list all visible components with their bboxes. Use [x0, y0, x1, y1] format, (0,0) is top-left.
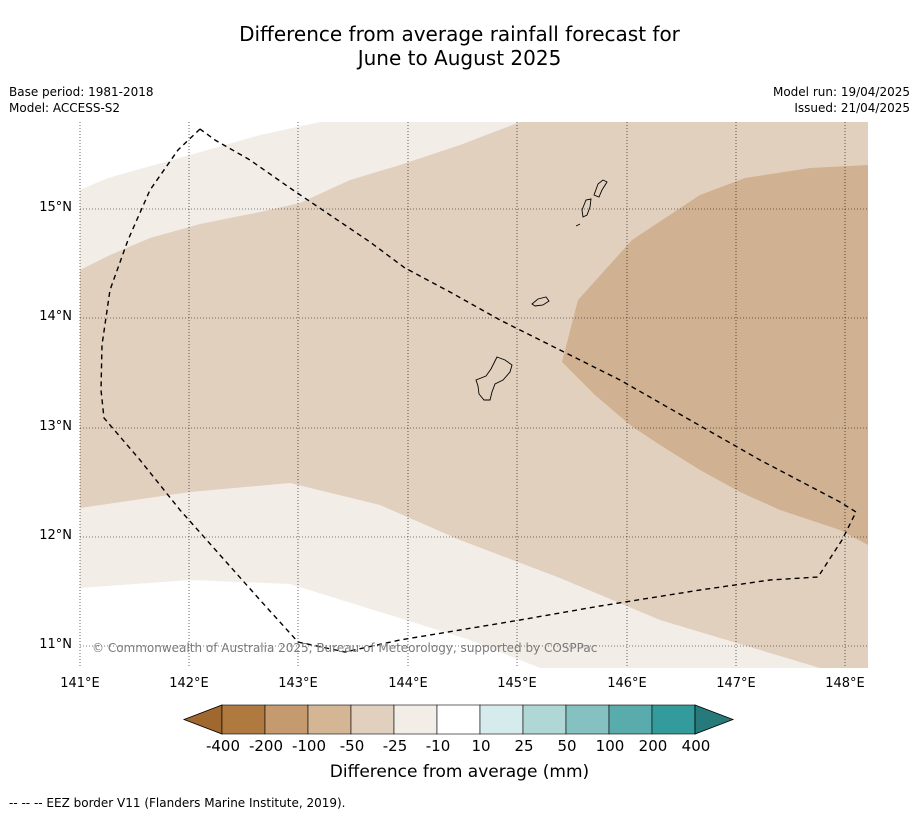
colorbar-label: Difference from average (mm): [329, 762, 590, 782]
colorbar-extend-high: [694, 704, 735, 735]
island-guam: [475, 356, 513, 401]
lat-label: 13°N: [39, 419, 72, 434]
colorbar: [182, 704, 735, 735]
eez-footnote: -- -- -- EEZ border V11 (Flanders Marine…: [9, 796, 346, 810]
colorbar-tick: -25: [382, 737, 408, 755]
lon-label: 141°E: [60, 676, 100, 691]
island-aguijan: [575, 223, 581, 227]
copyright-text: © Commonwealth of Australia 2025, Bureau…: [92, 641, 598, 655]
colorbar-segment: [393, 704, 438, 735]
island-rota: [531, 296, 550, 307]
island-saipan: [593, 179, 608, 198]
lon-label: 142°E: [169, 676, 209, 691]
lon-label: 146°E: [607, 676, 647, 691]
colorbar-tick: 50: [557, 737, 577, 755]
colorbar-segment: [350, 704, 395, 735]
title-line-2: June to August 2025: [357, 46, 562, 70]
colorbar-tick: -10: [425, 737, 451, 755]
colorbar-tick: 10: [471, 737, 491, 755]
lon-label: 144°E: [388, 676, 428, 691]
lon-label: 148°E: [825, 676, 865, 691]
eez-border: [100, 128, 857, 653]
meta-left: Base period: 1981-2018 Model: ACCESS-S2: [9, 84, 154, 116]
colorbar-segment: [608, 704, 653, 735]
band-minus-50-100: [562, 165, 868, 545]
meta-right: Model run: 19/04/2025 Issued: 21/04/2025: [773, 84, 910, 116]
colorbar-segment: [565, 704, 610, 735]
lat-label: 11°N: [39, 637, 72, 652]
issued-date: Issued: 21/04/2025: [794, 101, 910, 115]
colorbar-segment: [264, 704, 309, 735]
colorbar-tick: -100: [291, 737, 327, 755]
colorbar-tick: 25: [514, 737, 534, 755]
rainfall-anomaly-layer: [80, 122, 868, 668]
colorbar-segment: [651, 704, 696, 735]
map-title: Difference from average rainfall forecas…: [0, 22, 919, 70]
colorbar-segment: [479, 704, 524, 735]
colorbar-tick: -200: [248, 737, 284, 755]
lat-label: 12°N: [39, 528, 72, 543]
colorbar-tick: 200: [638, 737, 668, 755]
islands: [475, 179, 608, 401]
colorbar-segment: [221, 704, 266, 735]
colorbar-segment: [522, 704, 567, 735]
island-tinian: [581, 198, 592, 218]
colorbar-tick: -50: [339, 737, 365, 755]
colorbar-segment: [436, 704, 481, 735]
colorbar-tick: -400: [205, 737, 241, 755]
model-name: Model: ACCESS-S2: [9, 101, 121, 115]
colorbar-tick: 100: [595, 737, 625, 755]
lat-label: 15°N: [39, 200, 72, 215]
gridlines: [79, 122, 868, 668]
model-run: Model run: 19/04/2025: [772, 85, 910, 99]
colorbar-segment: [307, 704, 352, 735]
lon-label: 147°E: [716, 676, 756, 691]
title-line-1: Difference from average rainfall forecas…: [239, 22, 680, 46]
lat-label: 14°N: [39, 309, 72, 324]
colorbar-tick: 400: [681, 737, 711, 755]
lon-label: 145°E: [497, 676, 537, 691]
colorbar-extend-low: [182, 704, 223, 735]
base-period: Base period: 1981-2018: [9, 85, 154, 99]
lon-label: 143°E: [278, 676, 318, 691]
